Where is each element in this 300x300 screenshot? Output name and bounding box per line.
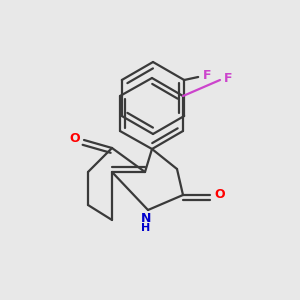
Text: F: F — [203, 70, 212, 83]
Text: F: F — [224, 71, 232, 85]
Text: O: O — [69, 133, 80, 146]
Text: N: N — [141, 212, 151, 225]
Text: O: O — [214, 188, 225, 202]
Text: H: H — [141, 223, 151, 233]
